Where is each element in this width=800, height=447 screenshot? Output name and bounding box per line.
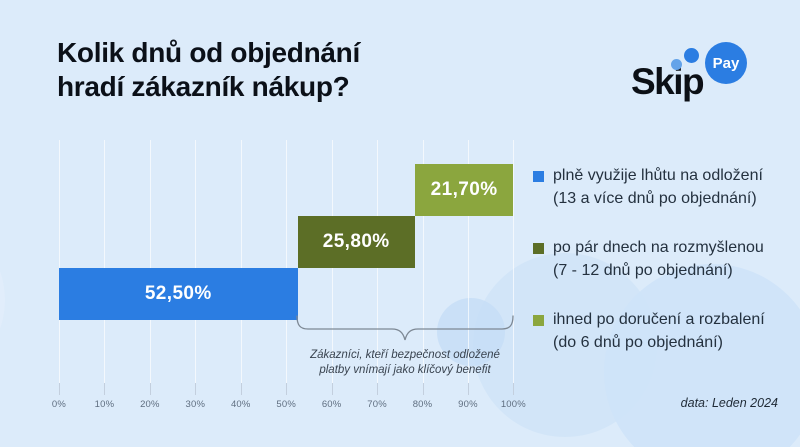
x-axis-label: 0% bbox=[51, 399, 67, 410]
legend-item-text: ihned po doručení a rozbalení (do 6 dnů … bbox=[553, 309, 765, 354]
legend-item-immediately: ihned po doručení a rozbalení (do 6 dnů … bbox=[533, 309, 783, 354]
logo-skip-text: Skip bbox=[631, 61, 705, 102]
bar-value-label: 21,70% bbox=[430, 179, 498, 200]
logo-dot-small-icon bbox=[671, 59, 682, 70]
logo-pay-text: Pay bbox=[712, 54, 740, 72]
legend-line: po pár dnech na rozmyšlenou bbox=[553, 239, 764, 256]
bar-value-label: 52,50% bbox=[144, 283, 212, 304]
bar-value-label: 25,80% bbox=[322, 231, 390, 252]
gridline bbox=[513, 140, 515, 383]
x-axis-label: 100% bbox=[500, 399, 526, 410]
axis-tick bbox=[104, 383, 106, 395]
legend-item-text: plně využije lhůtu na odložení (13 a víc… bbox=[553, 165, 763, 210]
chart-annotation-line2: platby vnímají jako klíčový benefit bbox=[319, 364, 491, 376]
logo-dot-medium-icon bbox=[684, 48, 699, 63]
gridline bbox=[286, 140, 288, 383]
axis-tick bbox=[422, 383, 424, 395]
legend-item-full-deferral: plně využije lhůtu na odložení (13 a víc… bbox=[533, 165, 783, 210]
legend-line: (do 6 dnů po objednání) bbox=[553, 333, 723, 351]
gridline bbox=[104, 140, 106, 383]
brace-annotation-icon bbox=[296, 315, 514, 341]
chart-annotation: Zákazníci, kteří bezpečnost odložené pla… bbox=[283, 348, 527, 378]
x-axis-label: 70% bbox=[367, 399, 387, 410]
logo-pay-circle-icon: Pay bbox=[705, 42, 747, 84]
legend-item-few-days: po pár dnech na rozmyšlenou (7 - 12 dnů … bbox=[533, 237, 783, 282]
axis-tick bbox=[149, 383, 151, 395]
axis-tick bbox=[240, 383, 242, 395]
legend-swatch-light-olive-icon bbox=[533, 315, 544, 326]
gridline bbox=[195, 140, 197, 383]
legend-item-text: po pár dnech na rozmyšlenou (7 - 12 dnů … bbox=[553, 237, 764, 282]
x-axis-label: 10% bbox=[94, 399, 115, 410]
x-axis-label: 80% bbox=[412, 399, 433, 410]
background-blob bbox=[0, 215, 5, 385]
legend-swatch-blue-icon bbox=[533, 171, 544, 182]
x-axis-label: 90% bbox=[458, 399, 478, 410]
x-axis-label: 30% bbox=[185, 399, 206, 410]
legend-line: plně využije lhůtu na odložení bbox=[553, 167, 763, 184]
page-title-line2: hradí zákazník nákup? bbox=[57, 71, 350, 102]
skippay-logo: Skip Pay bbox=[628, 40, 758, 106]
x-axis-label: 40% bbox=[230, 399, 251, 410]
gridline bbox=[467, 140, 469, 383]
gridline bbox=[59, 140, 60, 383]
page-title: Kolik dnů od objednání hradí zákazník ná… bbox=[57, 36, 360, 104]
legend-line: ihned po doručení a rozbalení bbox=[553, 311, 765, 328]
axis-tick bbox=[286, 383, 288, 395]
axis-tick bbox=[195, 383, 197, 395]
plot-area: 0% 10% 20% 30% 40% 50% 60% 70% 80% 90% 100% 52,50% 2… bbox=[52, 140, 526, 425]
gridline bbox=[149, 140, 151, 383]
gridline bbox=[422, 140, 424, 383]
chart-annotation-line1: Zákazníci, kteří bezpečnost odložené bbox=[310, 349, 500, 361]
gridline bbox=[240, 140, 242, 383]
axis-tick bbox=[377, 383, 379, 395]
legend-swatch-dark-olive-icon bbox=[533, 243, 544, 254]
chart-legend: plně využije lhůtu na odložení (13 a víc… bbox=[533, 165, 783, 381]
bar-segment-3: 21,70% bbox=[414, 164, 514, 216]
legend-line: (13 a více dnů po objednání) bbox=[553, 189, 757, 207]
axis-tick bbox=[513, 383, 515, 395]
legend-line: (7 - 12 dnů po objednání) bbox=[553, 261, 733, 279]
bar-segment-1: 52,50% bbox=[59, 268, 298, 320]
axis-tick bbox=[467, 383, 469, 395]
axis-tick bbox=[331, 383, 333, 395]
bar-segment-2: 25,80% bbox=[297, 216, 415, 268]
page-title-line1: Kolik dnů od objednání bbox=[57, 37, 360, 68]
x-axis-label: 20% bbox=[140, 399, 160, 410]
axis-tick bbox=[59, 383, 60, 395]
data-source-label: data: Leden 2024 bbox=[680, 396, 778, 410]
x-axis-label: 50% bbox=[276, 399, 296, 410]
x-axis-label: 60% bbox=[321, 399, 342, 410]
